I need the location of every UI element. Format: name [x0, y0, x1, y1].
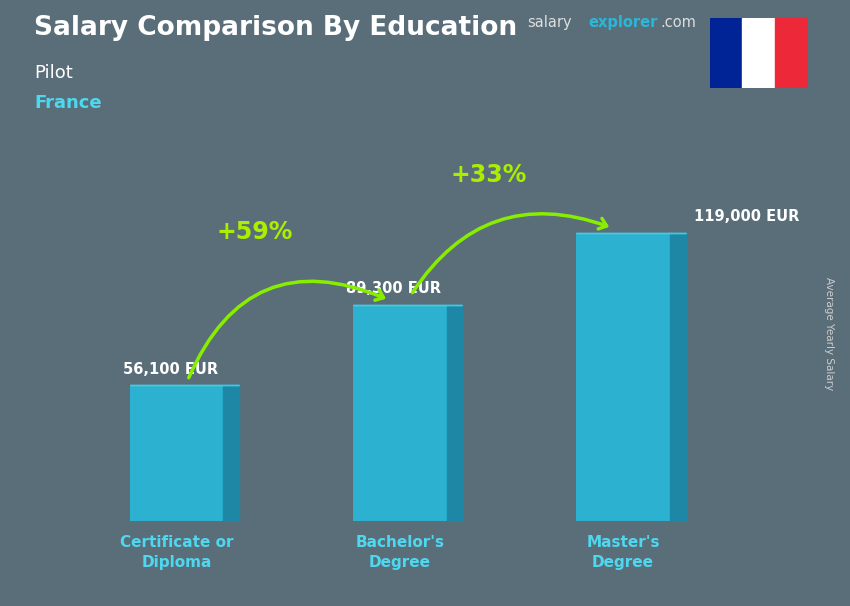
Bar [775, 18, 808, 88]
Polygon shape [670, 233, 686, 521]
Text: explorer: explorer [588, 15, 658, 30]
Text: France: France [34, 94, 102, 112]
Text: +33%: +33% [450, 162, 527, 187]
Bar [129, 385, 224, 521]
Bar [742, 18, 775, 88]
Bar [576, 233, 670, 521]
Text: Pilot: Pilot [34, 64, 73, 82]
Polygon shape [224, 385, 239, 521]
Text: Average Yearly Salary: Average Yearly Salary [824, 277, 834, 390]
Text: .com: .com [660, 15, 696, 30]
Bar [710, 18, 742, 88]
Text: 119,000 EUR: 119,000 EUR [694, 209, 800, 224]
Text: 56,100 EUR: 56,100 EUR [123, 362, 218, 377]
Text: +59%: +59% [217, 220, 292, 244]
Text: Salary Comparison By Education: Salary Comparison By Education [34, 15, 517, 41]
Bar [353, 305, 446, 521]
Text: 89,300 EUR: 89,300 EUR [346, 281, 441, 296]
Text: salary: salary [527, 15, 571, 30]
Polygon shape [446, 305, 462, 521]
